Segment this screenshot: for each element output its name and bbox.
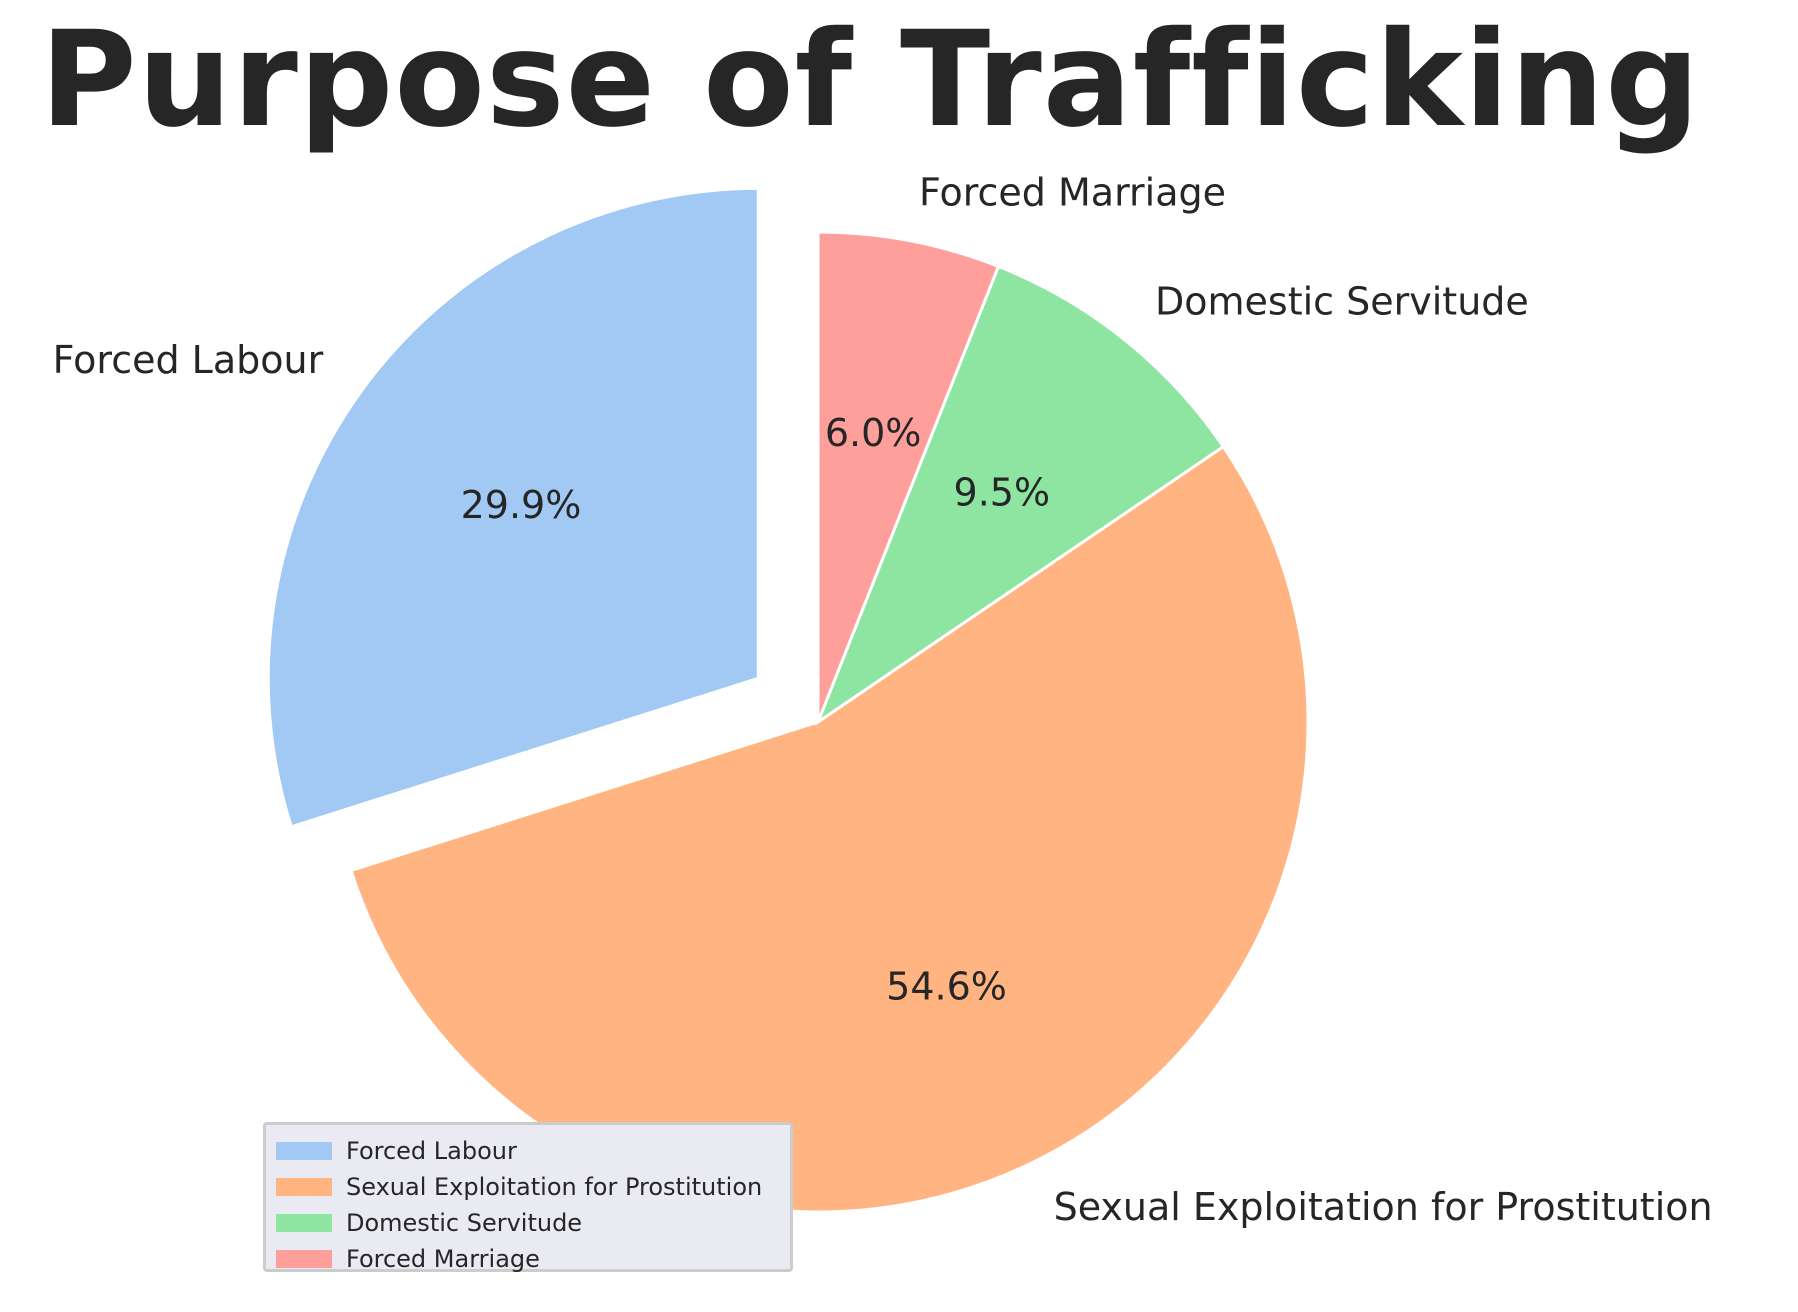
legend-label: Forced Marriage [346,1245,540,1273]
pie-slice-sexual-exploitation-for-prostitution [349,444,1310,1214]
pie-slice-forced-marriage [816,230,1001,723]
legend: Forced Labour Sexual Exploitation for Pro… [263,1122,793,1273]
legend-swatch [276,1214,332,1232]
pie-slice-domestic-servitude [814,264,1226,726]
pct-label-forced-marriage: 6.0% [825,411,922,455]
legend-label: Domestic Servitude [346,1209,583,1237]
legend-item-domestic-servitude: Domestic Servitude [276,1205,780,1241]
legend-label: Sexual Exploitation for Prostitution [346,1173,763,1201]
legend-item-forced-labour: Forced Labour [276,1133,780,1169]
category-label-forced-marriage: Forced Marriage [919,171,1226,215]
pct-label-sexual-exploitation-for-prostitution: 54.6% [886,964,1007,1008]
category-label-forced-labour: Forced Labour [53,338,324,382]
category-label-domestic-servitude: Domestic Servitude [1155,279,1529,323]
pie-labels: 29.9% Forced Labour 54.6% Sexual Exploitati… [53,171,1713,1229]
legend-swatch [276,1250,332,1268]
legend-label: Forced Labour [346,1137,517,1165]
pct-label-domestic-servitude: 9.5% [954,471,1051,515]
category-label-sexual-exploitation-for-prostitution: Sexual Exploitation for Prostitution [1054,1185,1713,1229]
legend-swatch [276,1178,332,1196]
pct-label-forced-labour: 29.9% [461,483,582,527]
chart-title: Purpose of Trafficking [40,3,1701,157]
legend-swatch [276,1142,332,1160]
pie-slices [266,186,1310,1214]
pie-slice-forced-labour [266,186,760,829]
legend-item-forced-marriage: Forced Marriage [276,1241,780,1277]
legend-item-sexual-exploitation-for-prostitution: Sexual Exploitation for Prostitution [276,1169,780,1205]
